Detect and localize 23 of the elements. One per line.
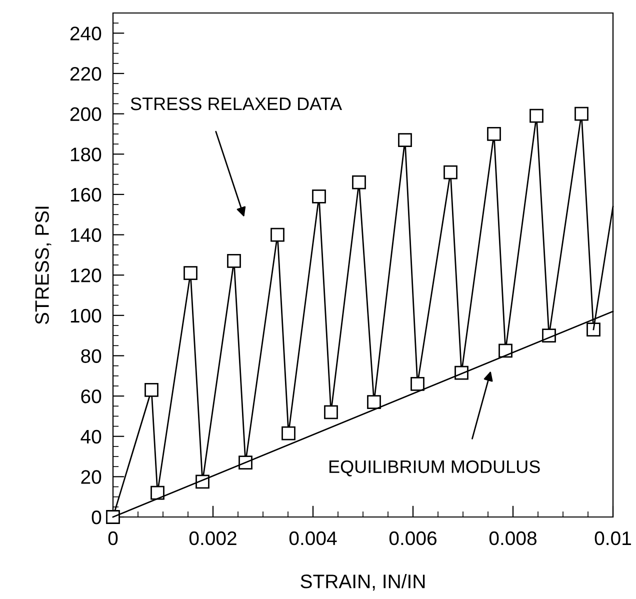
y-axis-title: STRESS, PSI xyxy=(35,206,52,324)
y-tick-label: 40 xyxy=(80,430,102,444)
y-tick-label: 180 xyxy=(70,148,102,162)
x-tick-label: 0.01 xyxy=(594,531,631,546)
y-tick-label: 0 xyxy=(92,510,102,524)
x-tick-label: 0.004 xyxy=(289,531,337,546)
y-tick-label: 200 xyxy=(70,107,102,122)
x-tick-label: 0.006 xyxy=(389,531,436,546)
y-tick-label: 140 xyxy=(70,228,102,242)
x-axis-title: STRAIN, IN/IN xyxy=(300,574,425,591)
annotation: EQUILIBRIUM MODULUS xyxy=(329,460,540,476)
annotation: STRESS RELAXED DATA xyxy=(130,97,342,110)
y-tick-label: 240 xyxy=(70,26,102,40)
y-tick-label: 80 xyxy=(81,349,102,363)
y-tick-label: 160 xyxy=(70,188,102,202)
x-tick-label: 0.002 xyxy=(189,531,236,546)
y-tick-label: 20 xyxy=(81,470,102,484)
y-tick-label: 220 xyxy=(70,66,102,81)
x-tick-label: 0 xyxy=(108,531,118,546)
y-tick-label: 100 xyxy=(70,308,102,323)
y-tick-label: 60 xyxy=(81,390,102,404)
y-tick-label: 120 xyxy=(70,268,102,282)
x-tick-label: 0.008 xyxy=(489,531,536,546)
